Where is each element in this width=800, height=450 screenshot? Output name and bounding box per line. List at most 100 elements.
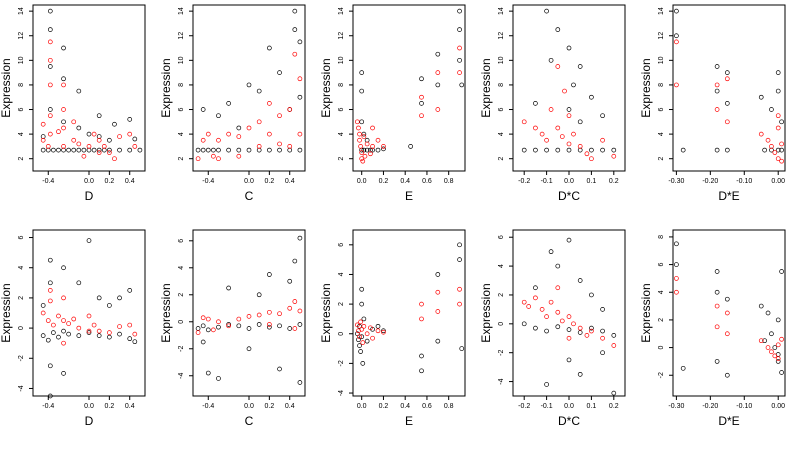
data-point	[555, 147, 561, 153]
data-point	[127, 288, 133, 293]
data-point	[236, 125, 242, 131]
y-tick-label: 8	[498, 83, 505, 87]
data-point	[566, 327, 572, 332]
y-tick-label: 0	[338, 332, 345, 336]
data-point	[435, 272, 441, 277]
data-point	[47, 280, 53, 286]
data-point	[297, 76, 303, 82]
data-point	[200, 323, 206, 329]
x-tick-label: -0.10	[736, 403, 752, 410]
data-point	[66, 147, 71, 153]
data-point	[375, 137, 381, 143]
data-point	[555, 324, 561, 330]
y-tick-label: 14	[498, 7, 505, 15]
data-point	[361, 316, 367, 322]
data-point	[600, 350, 605, 356]
data-point	[45, 318, 51, 323]
data-point	[47, 298, 53, 304]
data-point	[521, 147, 527, 153]
data-point	[359, 88, 365, 94]
x-tick-label: -0.4	[42, 178, 54, 185]
data-point	[779, 158, 784, 164]
data-point	[674, 262, 679, 267]
data-point	[555, 64, 561, 69]
data-point	[91, 131, 97, 137]
y-tick-label: 0	[658, 346, 665, 350]
data-point	[381, 328, 386, 334]
data-point	[76, 125, 82, 131]
x-tick-label: 0.2	[104, 403, 114, 410]
data-point	[769, 144, 774, 149]
data-point	[91, 322, 97, 328]
data-point	[127, 322, 133, 328]
data-point	[775, 342, 781, 348]
data-point	[47, 131, 53, 137]
data-point	[358, 144, 363, 149]
y-tick-label: 6	[498, 235, 505, 239]
data-point	[226, 147, 231, 153]
data-point	[256, 88, 262, 94]
data-point	[758, 131, 764, 137]
data-point	[357, 343, 362, 348]
data-point	[769, 331, 774, 337]
data-point	[674, 82, 679, 88]
data-point	[66, 321, 71, 326]
data-point	[724, 296, 730, 302]
data-point	[200, 147, 206, 153]
data-point	[246, 346, 252, 352]
x-tick-label: -0.30	[668, 403, 684, 410]
y-tick-label: 2	[498, 157, 505, 161]
plot-frame	[352, 4, 466, 172]
x-axis-title: D	[85, 414, 94, 428]
x-tick-label: 0.00	[771, 403, 785, 410]
data-point	[358, 349, 363, 354]
y-tick-label: -4	[178, 373, 185, 379]
data-point	[459, 346, 465, 351]
data-point	[559, 134, 565, 139]
data-point	[359, 326, 365, 332]
data-point	[359, 70, 365, 75]
data-point	[200, 315, 206, 321]
y-axis-title: Expression	[159, 283, 173, 342]
y-tick-label: 10	[178, 56, 185, 64]
panel-5: -0.30 -0.20 -0.10 0.00 2 4 6 8 10 12 14 D*E Expressi…	[639, 4, 786, 203]
y-tick-label: 12	[178, 32, 185, 40]
data-point	[419, 76, 424, 82]
data-point	[724, 147, 730, 153]
y-tick-label: 4	[498, 132, 505, 136]
data-point	[457, 242, 462, 248]
data-point	[779, 147, 784, 153]
data-point	[86, 144, 92, 149]
data-point	[571, 82, 576, 88]
data-point	[287, 305, 293, 311]
data-point	[112, 156, 117, 162]
data-point	[714, 289, 720, 295]
data-point	[361, 134, 367, 139]
data-point	[775, 88, 781, 94]
y-tick-label: 14	[178, 7, 185, 15]
data-point	[246, 125, 252, 131]
data-point	[216, 376, 221, 381]
data-point	[357, 131, 362, 137]
x-tick-label: 0.4	[125, 178, 135, 185]
y-tick-label: 6	[338, 243, 345, 247]
data-point	[56, 313, 61, 319]
data-point	[555, 309, 561, 315]
data-point	[435, 70, 441, 75]
data-point	[364, 147, 370, 153]
data-point	[277, 147, 282, 153]
data-point	[86, 328, 92, 334]
data-point	[267, 322, 272, 327]
data-point	[381, 146, 386, 152]
data-point	[81, 147, 87, 153]
data-point	[107, 147, 112, 153]
data-point	[107, 330, 112, 335]
data-point	[544, 137, 549, 143]
x-tick-label: -0.20	[702, 178, 718, 185]
y-tick-label: 2	[658, 157, 665, 161]
data-point	[226, 323, 231, 329]
data-point	[277, 311, 282, 317]
data-point	[96, 328, 102, 334]
data-point	[216, 137, 221, 143]
data-point	[758, 303, 764, 309]
